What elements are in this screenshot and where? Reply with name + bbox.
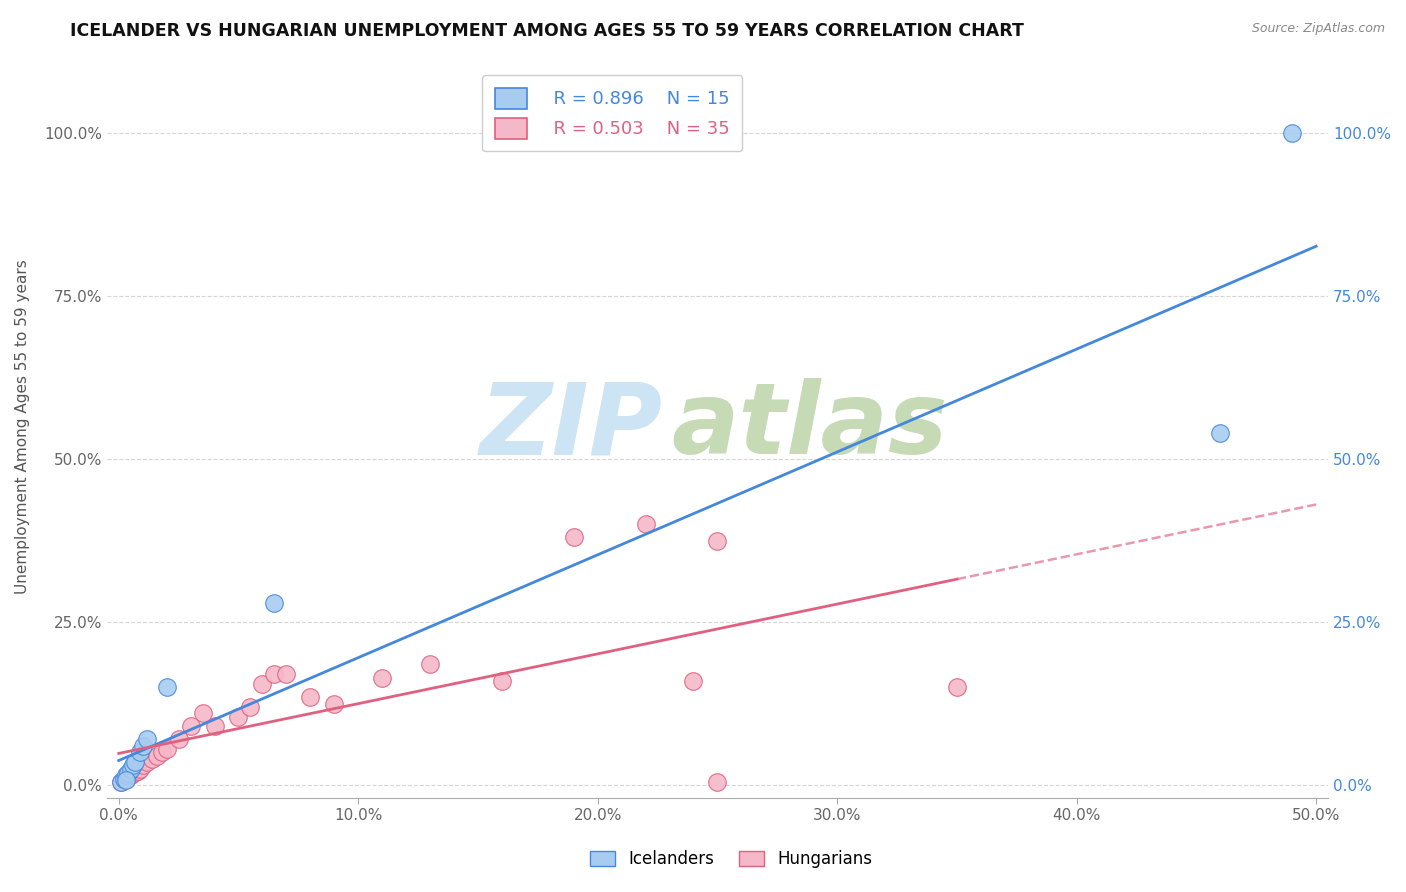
Y-axis label: Unemployment Among Ages 55 to 59 years: Unemployment Among Ages 55 to 59 years (15, 260, 30, 594)
Point (129, 746, 152, 760)
Point (112, 772, 135, 786)
Point (127, 764, 149, 778)
Point (946, 680, 969, 694)
Point (120, 762, 142, 776)
Text: ZIP: ZIP (479, 378, 662, 475)
Point (562, 530, 585, 544)
Point (239, 699, 262, 714)
Point (682, 673, 704, 688)
Point (136, 732, 159, 747)
Point (146, 748, 169, 763)
Point (371, 671, 394, 685)
Point (150, 746, 173, 760)
Point (110, 774, 132, 789)
Point (276, 667, 298, 681)
Point (120, 768, 142, 782)
Point (180, 719, 202, 733)
Point (1209, 426, 1232, 441)
Point (122, 758, 145, 772)
Point (191, 706, 214, 721)
Point (136, 756, 159, 770)
Point (122, 766, 145, 780)
Point (156, 742, 179, 756)
Point (110, 774, 132, 789)
Point (141, 752, 163, 766)
Point (117, 770, 139, 784)
Point (299, 690, 322, 704)
Point (112, 772, 135, 787)
Point (115, 768, 138, 782)
Point (115, 772, 138, 786)
Text: ICELANDER VS HUNGARIAN UNEMPLOYMENT AMONG AGES 55 TO 59 YEARS CORRELATION CHART: ICELANDER VS HUNGARIAN UNEMPLOYMENT AMON… (70, 22, 1024, 40)
Legend:   R = 0.896    N = 15,   R = 0.503    N = 35: R = 0.896 N = 15, R = 0.503 N = 35 (482, 75, 742, 152)
Point (263, 596, 285, 610)
Point (323, 697, 346, 711)
Point (252, 677, 274, 691)
Point (1281, 126, 1303, 140)
Point (115, 772, 138, 787)
Point (491, 673, 513, 688)
Point (204, 719, 226, 733)
Point (124, 756, 146, 770)
Point (156, 680, 179, 694)
Point (117, 766, 139, 780)
Text: atlas: atlas (671, 378, 948, 475)
Point (167, 732, 190, 747)
Point (706, 774, 728, 789)
Legend: Icelanders, Hungarians: Icelanders, Hungarians (583, 844, 879, 875)
Text: Source: ZipAtlas.com: Source: ZipAtlas.com (1251, 22, 1385, 36)
Point (419, 657, 441, 672)
Point (131, 758, 153, 772)
Point (129, 762, 152, 776)
Point (263, 667, 285, 681)
Point (634, 517, 657, 532)
Point (228, 709, 250, 723)
Point (124, 764, 146, 779)
Point (706, 533, 728, 548)
Point (131, 739, 153, 753)
